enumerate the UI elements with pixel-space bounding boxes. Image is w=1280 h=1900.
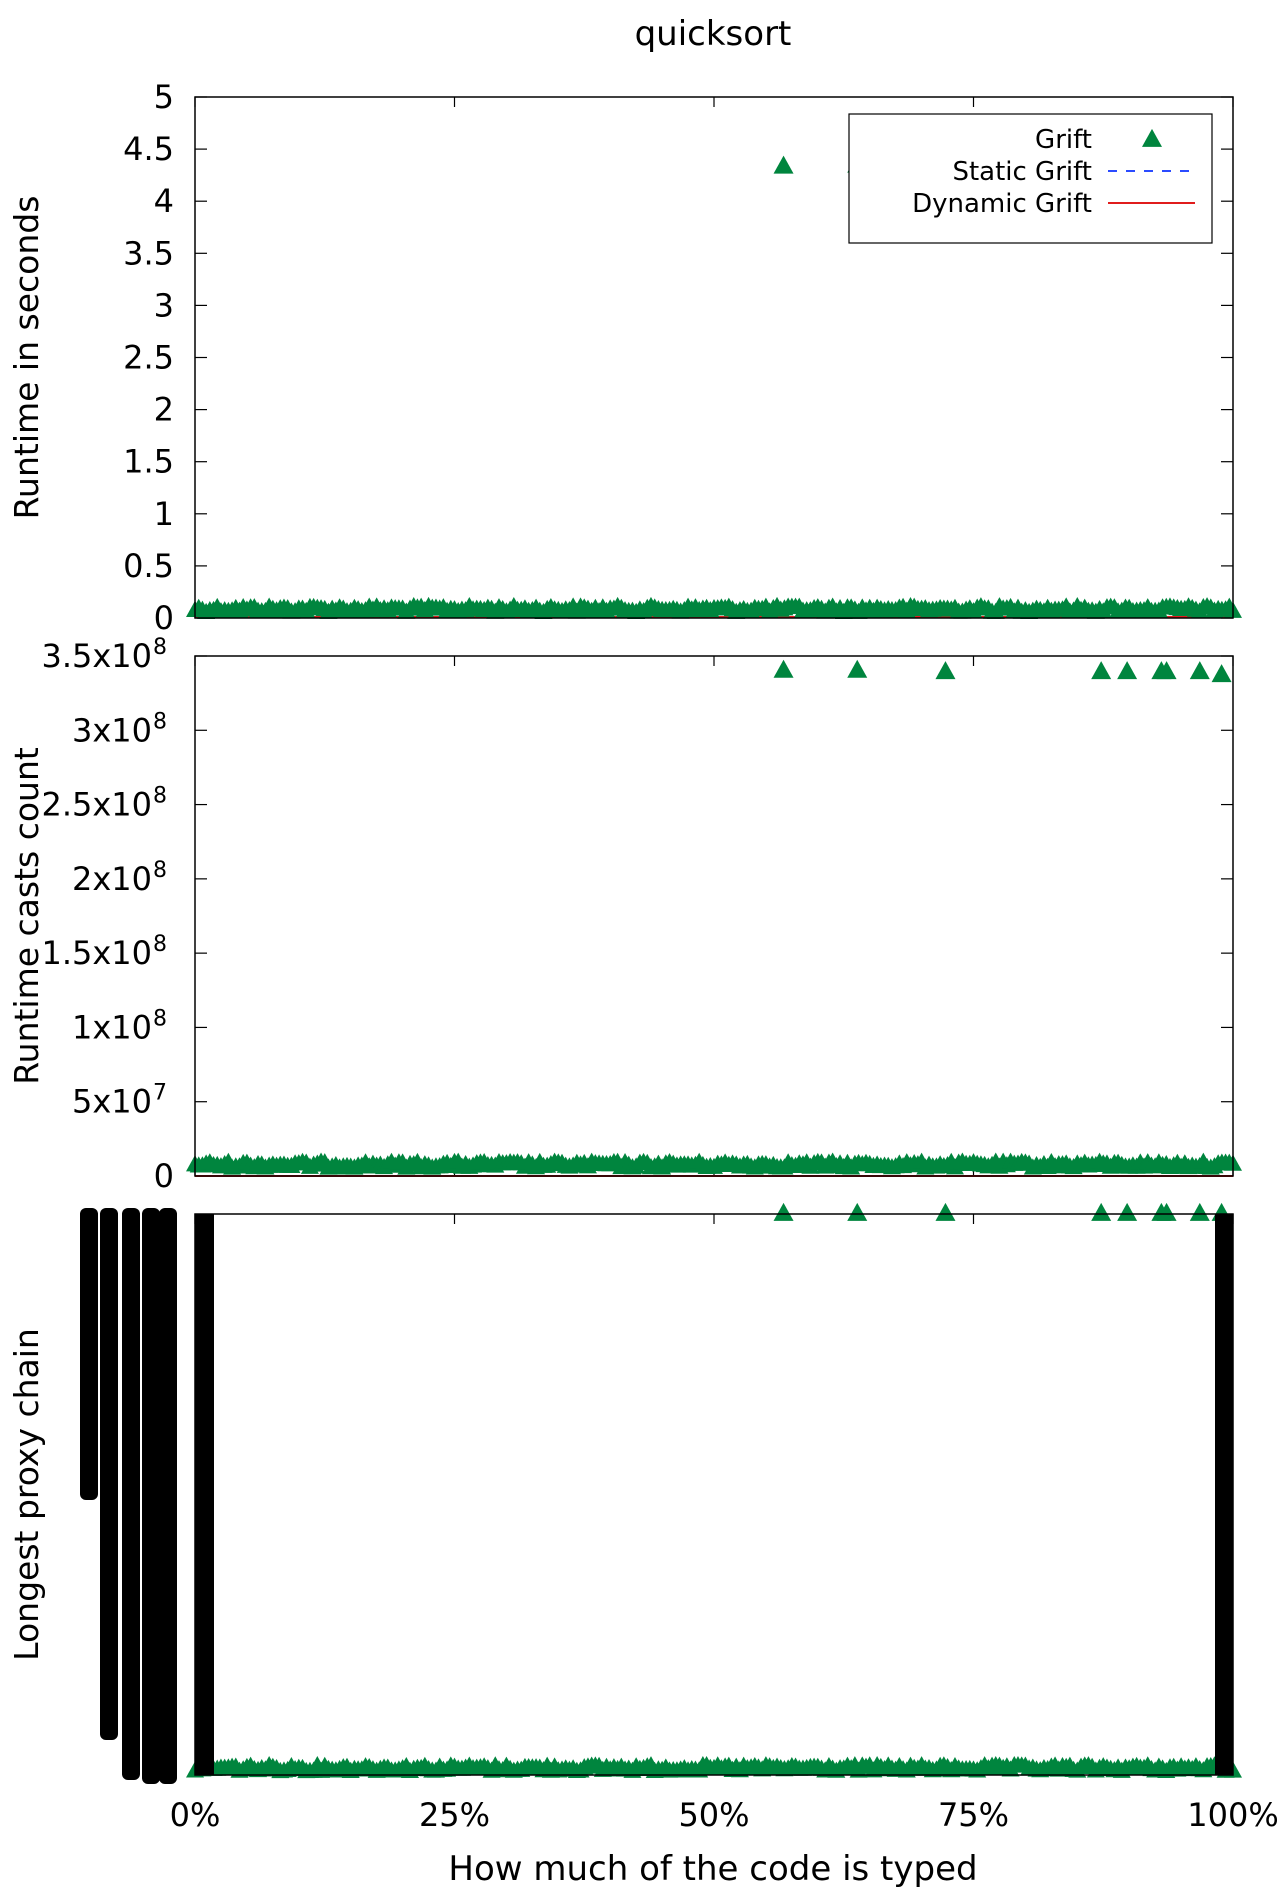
- y-tick-label: 3: [154, 286, 174, 324]
- y-tick-label: 1.5: [123, 443, 174, 481]
- grift-outlier-point: [1117, 661, 1138, 680]
- x-tick-label: 100%: [1187, 1796, 1278, 1834]
- grift-outlier-point: [1156, 661, 1177, 680]
- plot-frame: [194, 96, 1234, 619]
- panel-3: Longest proxy chain 0% 25% 50% 75% 100%: [7, 1202, 1279, 1834]
- y-tick-exponent: 7: [153, 1081, 167, 1106]
- legend-label: Grift: [1035, 125, 1092, 155]
- grift-outlier-point: [1091, 1202, 1112, 1221]
- grift-baseline-points: [186, 1755, 1242, 1779]
- grift-outlier-point: [847, 1202, 868, 1221]
- right-edge-band: [1215, 1214, 1233, 1775]
- overplotted-y-tick-labels: [80, 1208, 177, 1784]
- legend-triangle-icon: [1142, 128, 1162, 147]
- grift-outlier-point: [773, 659, 794, 678]
- grift-outlier-point: [1211, 664, 1232, 683]
- y-tick-label: 1: [154, 495, 174, 533]
- y-axis-label: Longest proxy chain: [7, 1328, 46, 1661]
- y-tick-label: 0: [154, 599, 174, 637]
- grift-outlier-point: [1189, 661, 1210, 680]
- y-tick-label: 1x10: [72, 1008, 152, 1046]
- y-tick-label: 5x10: [72, 1083, 152, 1121]
- x-tick-label: 0%: [170, 1796, 221, 1834]
- legend-label: Dynamic Grift: [912, 189, 1092, 219]
- grift-outlier-point: [1117, 1202, 1138, 1221]
- y-tick-label: 3.5: [123, 234, 174, 272]
- grift-baseline-points: [186, 596, 1242, 620]
- y-tick-label: 0: [154, 1157, 174, 1195]
- y-tick-exponent: 8: [153, 858, 167, 883]
- y-tick-exponent: 8: [153, 932, 167, 957]
- left-edge-band: [195, 1214, 214, 1775]
- grift-outlier-point: [935, 661, 956, 680]
- grift-outlier-point: [773, 1202, 794, 1221]
- grift-baseline-points: [186, 1152, 1242, 1175]
- plot-frame: [194, 655, 1234, 1177]
- y-tick-label: 2.5x10: [41, 786, 152, 824]
- y-axis-label: Runtime in seconds: [7, 196, 46, 520]
- y-tick-label: 0.5: [123, 547, 174, 585]
- panel-1: 0 0.5 1 1.5 2 2.5 3 3.5 4 4.5 5 Runtime in seconds: [7, 78, 1242, 637]
- y-tick-label: 1.5x10: [41, 934, 152, 972]
- y-tick-exponent: 8: [153, 784, 167, 809]
- y-tick-exponent: 8: [153, 635, 167, 660]
- grift-outlier-point: [1189, 1202, 1210, 1221]
- y-tick-label: 3x10: [72, 711, 152, 749]
- grift-outlier-point: [1091, 661, 1112, 680]
- grift-outlier-point: [1156, 1202, 1177, 1221]
- y-tick-label: 2.5: [123, 339, 174, 377]
- x-tick-label: 25%: [419, 1796, 490, 1834]
- y-axis-label: Runtime casts count: [7, 747, 46, 1085]
- y-tick-exponent: 8: [153, 1006, 167, 1031]
- y-tick-label: 4.5: [123, 130, 174, 168]
- plot-frame: [194, 1213, 1234, 1776]
- y-tick-label: 3.5x10: [41, 637, 152, 675]
- y-tick-label: 2: [154, 391, 174, 429]
- y-tick-label: 2x10: [72, 860, 152, 898]
- x-axis-label: How much of the code is typed: [448, 1849, 977, 1889]
- x-tick-label: 50%: [678, 1796, 749, 1834]
- legend-label: Static Grift: [952, 157, 1092, 187]
- grift-outlier-point: [773, 155, 794, 174]
- x-tick-label: 75%: [938, 1796, 1009, 1834]
- grift-outlier-point: [847, 659, 868, 678]
- y-tick-label: 5: [154, 78, 174, 116]
- y-tick-exponent: 8: [153, 709, 167, 734]
- y-tick-label: 4: [154, 182, 174, 220]
- chart-title: quicksort: [635, 14, 792, 54]
- grift-outlier-point: [935, 1202, 956, 1221]
